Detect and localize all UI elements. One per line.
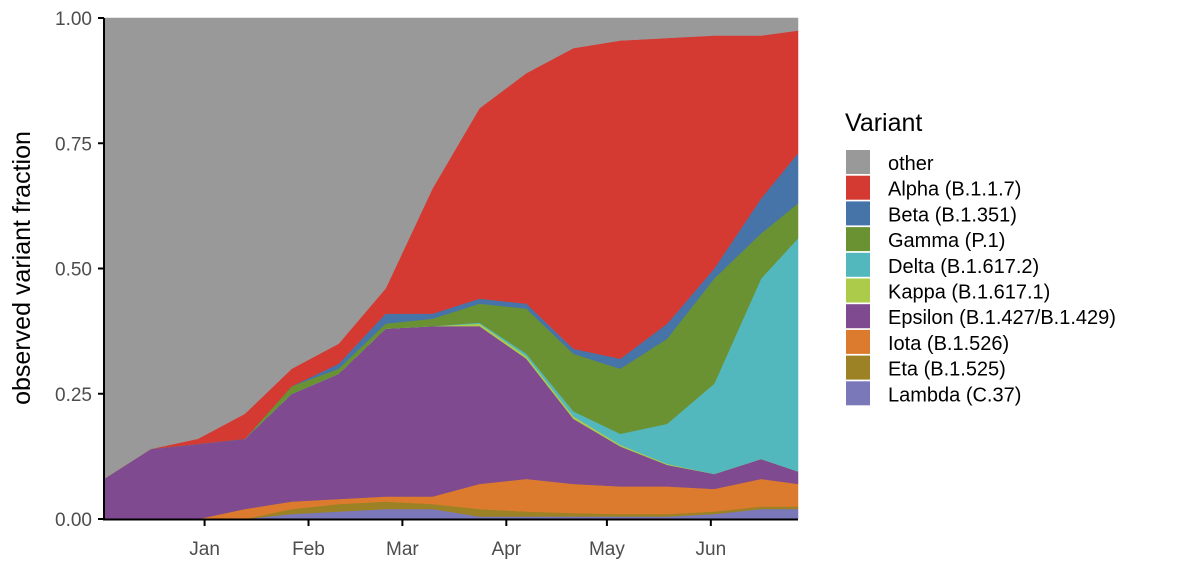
legend-item-gamma-p-1: Gamma (P.1): [846, 227, 1005, 252]
legend-label: Kappa (B.1.617.1): [888, 282, 1050, 304]
legend-item-eta-b-1-525: Eta (B.1.525): [846, 355, 1006, 381]
x-axis-ticks: Jan Feb Mar Apr May Jun: [189, 519, 726, 560]
legend-label: Delta (B.1.617.2): [888, 256, 1039, 278]
x-tick-label: Apr: [492, 539, 522, 560]
legend-swatch: [846, 329, 870, 354]
legend-swatch: [846, 150, 870, 174]
legend-label: Lambda (C.37): [888, 384, 1021, 406]
legend-label: Epsilon (B.1.427/B.1.429): [888, 307, 1116, 329]
legend: other Alpha (B.1.1.7) Beta (B.1.351) Gamma …: [846, 150, 1116, 406]
legend-swatch: [846, 227, 870, 252]
legend-item-epsilon-b-1-427-b-1-429: Epsilon (B.1.427/B.1.429): [846, 304, 1116, 329]
y-tick-label: 0.75: [55, 134, 92, 155]
legend-label: Gamma (P.1): [888, 230, 1005, 252]
x-tick-label: May: [589, 539, 625, 560]
y-tick-label: 1.00: [55, 9, 92, 30]
x-tick-label: Jun: [696, 539, 727, 560]
legend-swatch: [846, 355, 870, 380]
y-tick-label: 0.25: [55, 385, 92, 406]
legend-item-lambda-c-37: Lambda (C.37): [846, 381, 1021, 406]
legend-swatch: [846, 252, 870, 277]
y-tick-label: 0.00: [55, 510, 92, 531]
legend-title: Variant: [845, 109, 922, 137]
y-axis-ticks: 0.00 0.25 0.50 0.75 1.00: [55, 9, 104, 531]
legend-item-alpha-b-1-1-7: Alpha (B.1.1.7): [846, 175, 1021, 201]
legend-swatch: [846, 304, 870, 329]
legend-label: Beta (B.1.351): [888, 204, 1017, 226]
legend-label: Alpha (B.1.1.7): [888, 179, 1021, 201]
legend-item-beta-b-1-351: Beta (B.1.351): [846, 201, 1017, 226]
legend-label: Iota (B.1.526): [888, 333, 1009, 355]
legend-label: other: [888, 153, 934, 175]
legend-swatch: [846, 381, 870, 406]
legend-item-kappa-b-1-617-1: Kappa (B.1.617.1): [846, 278, 1050, 304]
legend-swatch: [846, 175, 870, 200]
area-other: [103, 17, 799, 480]
y-axis-label: observed variant fraction: [8, 131, 36, 405]
x-tick-label: Mar: [386, 539, 419, 560]
y-tick-label: 0.50: [55, 260, 92, 281]
legend-item-delta-b-1-617-2: Delta (B.1.617.2): [846, 252, 1039, 278]
legend-swatch: [846, 201, 870, 226]
legend-swatch: [846, 278, 870, 303]
legend-item-other: other: [846, 150, 934, 175]
stacked-areas: [103, 17, 799, 520]
legend-item-iota-b-1-526: Iota (B.1.526): [846, 329, 1009, 355]
x-tick-label: Jan: [189, 539, 220, 560]
x-tick-label: Feb: [292, 539, 325, 560]
legend-label: Eta (B.1.525): [888, 359, 1006, 381]
